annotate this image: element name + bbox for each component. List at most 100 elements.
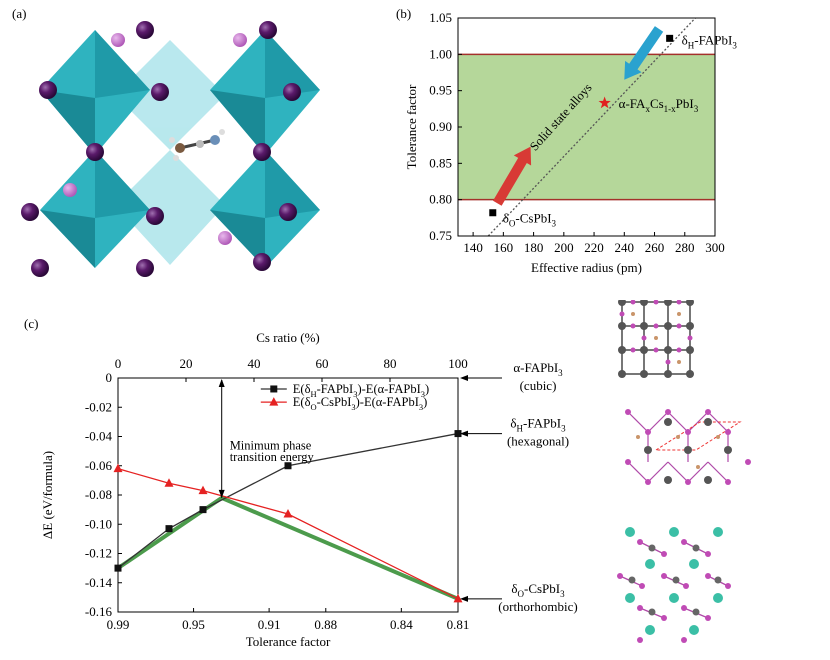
blue-arrow bbox=[624, 26, 664, 80]
panel-b-tolerance-chart: (b) 140 160 180 200 220 240 260 280 300 0.75 0.80… bbox=[360, 0, 760, 290]
x-tick-label: 300 bbox=[705, 240, 725, 255]
x-tick-label: 0.95 bbox=[182, 617, 205, 632]
x-axis-ticks: 140 160 180 200 220 240 260 280 300 bbox=[463, 232, 725, 255]
fapbi3-point bbox=[165, 525, 173, 533]
x-tick-label: 180 bbox=[524, 240, 544, 255]
min-phase-label-line1: Minimum phase bbox=[230, 438, 312, 452]
x-tick-label: 200 bbox=[554, 240, 574, 255]
cspbi3-point bbox=[283, 509, 293, 518]
cspbi3-ortho-label: δO-CsPbI3 bbox=[503, 211, 557, 229]
y-tick-label: 0.75 bbox=[429, 228, 452, 243]
cubic-structure-icon bbox=[618, 298, 694, 378]
y-tick-label: 0.95 bbox=[429, 83, 452, 98]
orthorhombic-phase-type: (orthorhombic) bbox=[498, 599, 577, 614]
cspbi3-point bbox=[453, 593, 463, 603]
x-tick-label: 220 bbox=[584, 240, 604, 255]
orthorhombic-structure-icon bbox=[617, 527, 731, 643]
min-arrow-head-top bbox=[218, 379, 225, 387]
fapbi3-hex-label: δH-FAPbI3 bbox=[682, 32, 738, 50]
structure-thumbnails-svg bbox=[617, 298, 751, 643]
phase-energy-chart: (c) Cs ratio (%) 0.99 0.95 0.91 0.88 0.84 0.8… bbox=[24, 316, 578, 649]
cubic-phase-type: (cubic) bbox=[520, 378, 557, 393]
orthorhombic-arrow-head bbox=[460, 595, 468, 602]
series-fapbi3-points bbox=[114, 430, 462, 572]
hexagonal-arrow-head bbox=[460, 430, 468, 437]
series-cspbi3-points bbox=[113, 463, 463, 603]
panel-c-label: (c) bbox=[24, 316, 38, 331]
x2-tick-label: 40 bbox=[248, 356, 261, 371]
point-FAPbI3 bbox=[666, 34, 674, 42]
legend-fapbi3-marker bbox=[270, 385, 278, 393]
iodine-atoms bbox=[21, 21, 301, 277]
x-tick-label: 280 bbox=[675, 240, 695, 255]
x-tick-label: 0.99 bbox=[107, 617, 130, 632]
y-tick-label: -0.06 bbox=[85, 458, 113, 473]
legend-cspbi3-text: E(δO-CsPbI3)-E(α-FAPbI3) bbox=[293, 395, 428, 412]
panel-a-label: (a) bbox=[12, 6, 26, 21]
front-octahedra bbox=[40, 30, 320, 268]
top-axis-ticks: 0 20 40 60 80 100 bbox=[115, 356, 468, 382]
x-axis-label: Effective radius (pm) bbox=[531, 260, 642, 275]
x2-tick-label: 20 bbox=[180, 356, 193, 371]
fapbi3-point bbox=[284, 462, 292, 470]
min-phase-label-line2: transition energy bbox=[230, 450, 315, 464]
fapbi3-point bbox=[114, 564, 122, 572]
x-tick-label: 0.91 bbox=[258, 617, 281, 632]
hexagonal-phase-name: δH-FAPbI3 bbox=[510, 416, 566, 434]
x2-tick-label: 60 bbox=[316, 356, 329, 371]
red-arrow bbox=[493, 146, 532, 206]
phase-labels: α-FAPbI3 (cubic) δH-FAPbI3 (hexagonal) δ… bbox=[460, 360, 578, 614]
panel-a-crystal-structure: (a) bbox=[0, 0, 330, 290]
cspbi3-point bbox=[113, 463, 123, 473]
x-tick-label: 160 bbox=[494, 240, 513, 255]
y-tick-label: 1.05 bbox=[429, 10, 452, 25]
bottom-axis-ticks: 0.99 0.95 0.91 0.88 0.84 0.81 bbox=[107, 608, 469, 632]
y-tick-label: -0.02 bbox=[85, 399, 112, 414]
y-tick-label: -0.12 bbox=[85, 546, 112, 561]
x2-tick-label: 100 bbox=[448, 356, 468, 371]
point-CsPbI3 bbox=[489, 209, 497, 217]
y-tick-label: 1.00 bbox=[429, 46, 452, 61]
cspbi3-point bbox=[164, 478, 174, 487]
panel-b-label: (b) bbox=[396, 6, 411, 21]
back-octahedra bbox=[115, 40, 225, 265]
fa-molecule bbox=[169, 129, 225, 161]
y-axis-ticks: 0.75 0.80 0.85 0.90 0.95 1.00 1.05 bbox=[429, 10, 462, 243]
cubic-phase-name: α-FAPbI3 bbox=[513, 360, 563, 378]
fapbi3-point bbox=[454, 430, 462, 438]
x-tick-label: 140 bbox=[463, 240, 483, 255]
cspbi3-point bbox=[198, 485, 208, 495]
structure-thumbnails bbox=[600, 298, 830, 660]
alloy-label: α-FAxCs1-xPbI3 bbox=[619, 96, 699, 114]
y-tick-label: -0.10 bbox=[85, 516, 112, 531]
x-tick-label: 260 bbox=[645, 240, 665, 255]
point-alloy bbox=[598, 96, 611, 109]
y-tick-label: -0.08 bbox=[85, 487, 112, 502]
top-axis-label: Cs ratio (%) bbox=[256, 330, 320, 345]
x2-tick-label: 80 bbox=[384, 356, 397, 371]
hexagonal-structure-icon bbox=[625, 409, 751, 485]
orthorhombic-phase-name: δO-CsPbI3 bbox=[511, 581, 565, 599]
panel-c-energy-chart: (c) Cs ratio (%) 0.99 0.95 0.91 0.88 0.84 0.8… bbox=[0, 310, 600, 660]
y-tick-label: 0.90 bbox=[429, 119, 452, 134]
x-tick-label: 0.88 bbox=[314, 617, 337, 632]
direction-arrows bbox=[493, 26, 664, 206]
legend-fapbi3-text: E(δH-FAPbI3)-E(α-FAPbI3) bbox=[293, 382, 429, 399]
y-axis-ticks: 0 -0.02 -0.04 -0.06 -0.08 -0.10 -0.12 -0.14 -0.1… bbox=[85, 370, 122, 619]
y-tick-label: -0.04 bbox=[85, 429, 113, 444]
y-axis-label: Tolerance factor bbox=[404, 84, 419, 169]
x2-tick-label: 0 bbox=[115, 356, 122, 371]
y-tick-label: -0.16 bbox=[85, 604, 113, 619]
legend: E(δH-FAPbI3)-E(α-FAPbI3) E(δO-CsPbI3)-E(… bbox=[260, 382, 429, 412]
y-axis-label: ΔE (eV/formula) bbox=[40, 451, 55, 539]
hexagonal-phase-type: (hexagonal) bbox=[507, 434, 569, 449]
crystal-structure-illustration: (a) bbox=[12, 6, 320, 277]
y-tick-label: -0.14 bbox=[85, 575, 113, 590]
y-tick-label: 0.80 bbox=[429, 192, 452, 207]
x-axis-label: Tolerance factor bbox=[246, 634, 331, 649]
x-tick-label: 0.84 bbox=[390, 617, 413, 632]
data-points bbox=[489, 34, 674, 217]
x-tick-label: 240 bbox=[615, 240, 635, 255]
fapbi3-point bbox=[199, 506, 207, 514]
tolerance-factor-chart: (b) 140 160 180 200 220 240 260 280 300 0.75 0.80… bbox=[396, 6, 738, 275]
